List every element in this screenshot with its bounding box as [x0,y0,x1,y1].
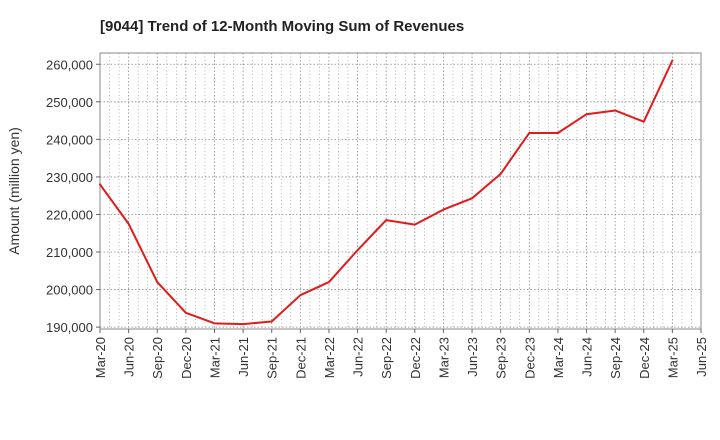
x-tick-label: Sep-23 [494,337,509,379]
data-point [528,132,531,134]
x-tick-label: Mar-24 [551,337,566,378]
y-tick-label: 210,000 [46,245,93,260]
y-tick-label: 200,000 [46,283,93,298]
x-tick-label: Dec-21 [293,337,308,379]
x-tick-label: Dec-22 [408,337,423,379]
y-tick-label: 230,000 [46,170,93,185]
x-tick-label: Dec-24 [637,337,652,379]
x-tick-label: Mar-23 [436,337,451,378]
y-axis-title: Amount (million yen) [6,127,22,255]
x-tick-label: Sep-20 [150,337,165,379]
data-point [356,249,359,252]
data-point [671,59,674,62]
data-point [499,173,502,175]
data-point [442,208,445,211]
x-tick-label: Jun-20 [122,337,137,377]
plot-area [99,52,702,330]
data-point [585,113,588,116]
chart-title: [9044] Trend of 12-Month Moving Sum of R… [100,18,464,35]
data-point [270,320,273,323]
x-tick-label: Jun-23 [465,337,480,377]
data-point [242,323,244,326]
x-tick-label: Sep-21 [265,337,280,379]
x-tick-label: Jun-24 [580,337,595,377]
data-point [642,120,645,123]
x-tick-label: Jun-22 [351,337,366,377]
data-point [99,183,101,186]
y-tick-label: 240,000 [46,132,93,147]
data-point [413,223,416,226]
x-tick-label: Jun-25 [694,337,709,377]
series-layer [99,59,674,326]
data-point [213,322,216,325]
x-tick-label: Sep-24 [608,337,623,379]
data-point [127,222,130,225]
y-axis: 190,000 200,000 210,000 220,000 230,000 240,0… [46,57,100,335]
x-tick-label: Dec-23 [522,337,537,379]
x-tick-label: Sep-22 [379,337,394,379]
x-tick-label: Dec-20 [179,337,194,379]
data-point [328,281,330,283]
x-tick-label: Mar-21 [207,337,222,378]
y-tick-label: 250,000 [46,95,93,110]
y-tick-label: 220,000 [46,207,93,222]
data-point [557,132,559,134]
data-point [299,294,302,297]
y-tick-label: 190,000 [46,320,93,335]
data-point [614,109,617,112]
x-tick-label: Jun-21 [236,337,251,377]
x-tick-label: Mar-22 [322,337,337,378]
data-point [156,281,159,283]
x-axis: Mar-20 Jun-20 Sep-20 Dec-20 Mar-21 Jun-21 Sep-… [93,329,709,379]
grid-lines [99,53,702,329]
y-tick-label: 260,000 [46,57,93,72]
data-point [471,197,473,200]
x-tick-label: Mar-25 [665,337,680,378]
data-point [184,311,187,314]
x-tick-label: Mar-20 [93,337,108,378]
data-point [385,219,388,222]
